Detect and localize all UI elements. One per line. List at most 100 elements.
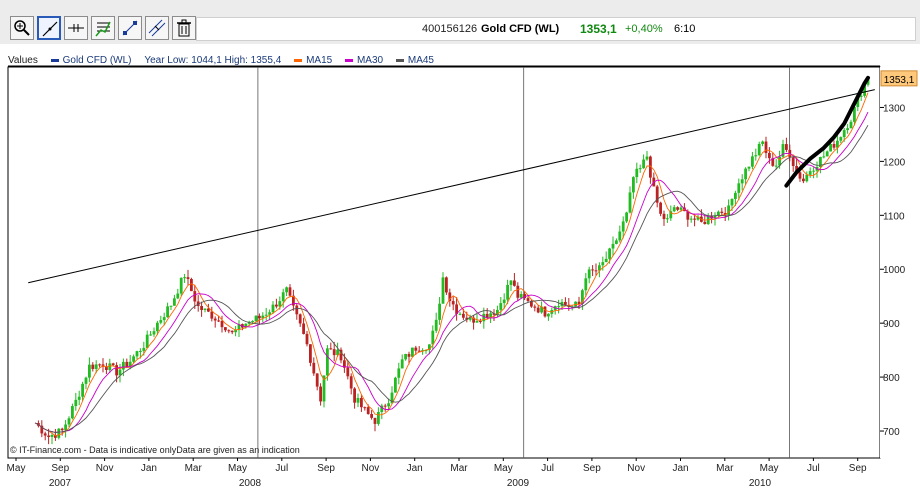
candle-body bbox=[836, 140, 839, 148]
candle-body bbox=[261, 315, 265, 319]
candle-body bbox=[258, 315, 261, 319]
candle-body bbox=[74, 399, 78, 407]
candle-body bbox=[305, 333, 309, 345]
candle-body bbox=[47, 435, 50, 437]
candle-body bbox=[54, 435, 57, 438]
candle bbox=[302, 317, 305, 335]
y-tick-label: 1000 bbox=[883, 265, 906, 276]
candle bbox=[757, 141, 761, 157]
candle bbox=[305, 330, 309, 347]
candle-body bbox=[421, 350, 424, 352]
legend-ma45-label: MA45 bbox=[407, 55, 434, 66]
candle-body bbox=[315, 373, 319, 387]
candle bbox=[808, 167, 812, 178]
candle bbox=[224, 327, 227, 333]
candle bbox=[326, 345, 329, 381]
candle bbox=[825, 150, 829, 157]
candle-body bbox=[625, 212, 628, 222]
candle bbox=[91, 362, 95, 372]
parallel-lines-button[interactable] bbox=[145, 16, 169, 40]
legend-values-label: Values bbox=[8, 55, 38, 66]
candle bbox=[785, 137, 788, 153]
fibonacci-button[interactable] bbox=[91, 16, 115, 40]
candle-body bbox=[458, 313, 462, 315]
candle-body bbox=[343, 360, 346, 368]
candle-body bbox=[604, 258, 608, 263]
candle-body bbox=[128, 361, 132, 367]
candle bbox=[642, 154, 645, 169]
candle bbox=[363, 406, 367, 411]
candle bbox=[315, 373, 319, 391]
candle bbox=[74, 392, 78, 411]
candle bbox=[438, 297, 441, 325]
candle bbox=[781, 139, 785, 159]
candle-body bbox=[377, 412, 380, 424]
candle-body bbox=[77, 396, 81, 400]
candle-body bbox=[288, 287, 292, 296]
candle bbox=[451, 296, 455, 311]
candle-body bbox=[43, 433, 47, 436]
candle bbox=[81, 381, 84, 402]
candle bbox=[149, 330, 152, 336]
candle bbox=[655, 184, 659, 208]
candle bbox=[349, 373, 353, 395]
candle-body bbox=[428, 344, 431, 351]
candle bbox=[649, 155, 652, 184]
y-tick-label: 1100 bbox=[883, 211, 905, 222]
candle-body bbox=[193, 291, 197, 302]
current-price: 1353,1 bbox=[580, 22, 617, 36]
x-tick-label: Jul bbox=[807, 463, 820, 474]
zoom-button[interactable] bbox=[10, 16, 34, 40]
candle-body bbox=[618, 231, 622, 241]
candle-body bbox=[302, 323, 305, 334]
candle bbox=[499, 296, 503, 316]
candle-body bbox=[224, 327, 227, 331]
candle-body bbox=[285, 287, 288, 293]
candle bbox=[179, 277, 183, 296]
candle-body bbox=[312, 362, 316, 374]
candle-body bbox=[598, 265, 601, 271]
candle-body bbox=[326, 348, 329, 376]
candle-body bbox=[771, 158, 775, 166]
candle-body bbox=[60, 428, 64, 431]
candle bbox=[832, 140, 836, 150]
candle bbox=[234, 326, 237, 337]
candle bbox=[513, 273, 516, 287]
legend-ma15-label: MA15 bbox=[306, 55, 333, 66]
candle-body bbox=[200, 305, 203, 310]
delete-drawing-button[interactable] bbox=[172, 16, 196, 40]
candle-body bbox=[411, 347, 414, 357]
candle bbox=[468, 314, 472, 322]
candle-body bbox=[747, 166, 751, 169]
candle-body bbox=[499, 303, 503, 310]
candle-body bbox=[424, 350, 428, 352]
candle bbox=[275, 298, 278, 309]
candle-body bbox=[584, 278, 588, 291]
candle-body bbox=[387, 403, 390, 407]
candle-body bbox=[479, 321, 482, 323]
candle-body bbox=[577, 301, 581, 305]
candle bbox=[98, 363, 101, 368]
candle-body bbox=[115, 365, 118, 376]
candle-body bbox=[275, 304, 278, 307]
candle-body bbox=[169, 305, 173, 307]
candle bbox=[162, 312, 166, 326]
y-tick-label: 1300 bbox=[883, 103, 906, 114]
candle bbox=[536, 305, 540, 314]
legend-ma30-swatch bbox=[344, 59, 353, 62]
horizontal-line-button[interactable] bbox=[64, 16, 88, 40]
candle-body bbox=[638, 168, 642, 170]
candle-body bbox=[839, 137, 843, 141]
draw-line-button[interactable] bbox=[37, 16, 61, 40]
trend-points-button[interactable] bbox=[118, 16, 142, 40]
candle-body bbox=[230, 330, 234, 333]
instrument-info-bar: 400156126 Gold CFD (WL) 1353,1 +0,40% 6:… bbox=[196, 17, 916, 41]
candle bbox=[594, 263, 598, 277]
x-tick-label: Nov bbox=[627, 463, 645, 474]
candle-body bbox=[329, 348, 333, 350]
candle-body bbox=[64, 424, 67, 431]
candle-body bbox=[173, 298, 176, 306]
candle-body bbox=[98, 364, 101, 366]
candle-body bbox=[152, 331, 156, 335]
